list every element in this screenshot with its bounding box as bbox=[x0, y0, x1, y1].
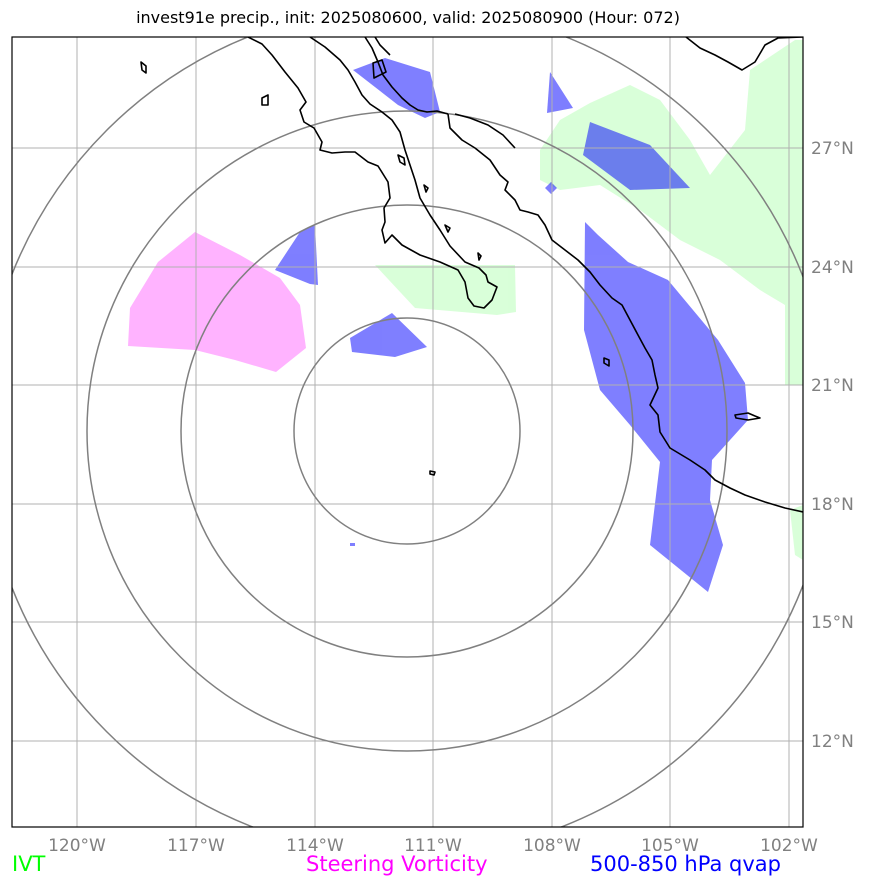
island-west-1 bbox=[141, 62, 146, 73]
lon-label: 117°W bbox=[167, 836, 225, 856]
legend-steering-vorticity: Steering Vorticity bbox=[306, 852, 488, 876]
island-gulf-2 bbox=[424, 185, 428, 192]
lat-label: 24°N bbox=[811, 258, 854, 278]
map-area bbox=[0, 6, 832, 856]
steering-vorticity-shading bbox=[128, 232, 306, 372]
latitude-labels: 27°N 24°N 21°N 18°N 15°N 12°N bbox=[811, 139, 854, 752]
qvap-area-gulf-north bbox=[547, 72, 573, 113]
ivt-area-south bbox=[790, 505, 803, 560]
lat-label: 21°N bbox=[811, 376, 854, 396]
island-gulf-1 bbox=[398, 155, 405, 165]
lon-label: 108°W bbox=[523, 836, 581, 856]
island-west-2 bbox=[262, 95, 268, 105]
ivt-area-gulf bbox=[375, 265, 516, 315]
qvap-area-coast bbox=[584, 222, 748, 592]
legend-ivt: IVT bbox=[12, 852, 45, 876]
island-gulf-4 bbox=[478, 253, 481, 260]
coast-north-middle bbox=[375, 37, 390, 55]
lat-label: 15°N bbox=[811, 613, 854, 633]
qvap-area-north bbox=[353, 58, 440, 118]
qvap-area-tiny bbox=[350, 543, 355, 546]
range-ring-3 bbox=[87, 111, 727, 751]
legend-qvap: 500-850 hPa qvap bbox=[590, 852, 781, 876]
lat-label: 18°N bbox=[811, 495, 854, 515]
lat-label: 12°N bbox=[811, 732, 854, 752]
coast-gulf-top bbox=[455, 114, 515, 148]
island-gulf-3 bbox=[445, 225, 450, 232]
vorticity-area-west bbox=[128, 232, 306, 372]
lon-label: 120°W bbox=[48, 836, 106, 856]
lat-label: 27°N bbox=[811, 139, 854, 159]
